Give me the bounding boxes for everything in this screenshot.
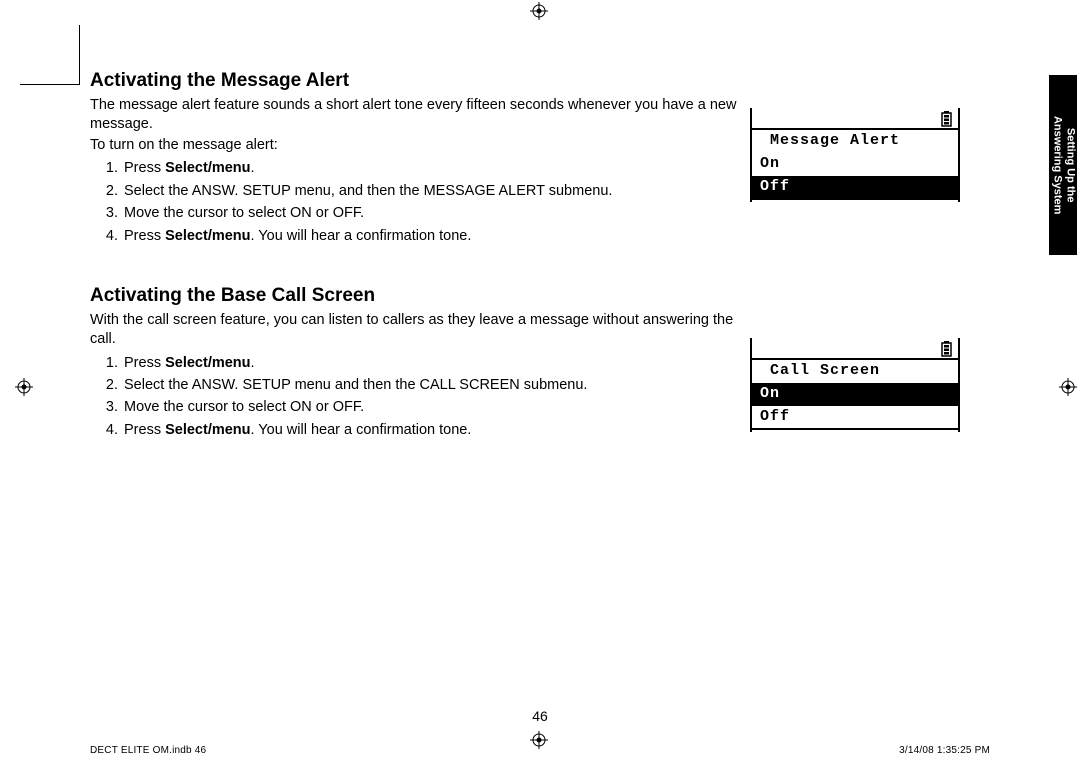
step-1-1: Press Select/menu. (122, 157, 750, 179)
lcd1-opt-on: On (752, 153, 958, 176)
section-tab: Setting Up the Answering System (1049, 75, 1077, 255)
lcd-call-screen: Call Screen On Off (750, 338, 960, 432)
registration-mark-left (15, 378, 33, 401)
lcd1-title: Message Alert (752, 130, 958, 153)
steps-2: Press Select/menu. Select the ANSW. SETU… (122, 352, 750, 442)
lcd1-status (752, 108, 958, 130)
lcd-message-alert: Message Alert On Off (750, 108, 960, 202)
footer-right: 3/14/08 1:35:25 PM (899, 745, 990, 756)
lcd2-opt-on: On (752, 383, 958, 406)
lcd1-end (752, 198, 958, 202)
battery-icon (941, 111, 952, 132)
step-1-4: Press Select/menu. You will hear a confi… (122, 225, 750, 247)
step-1-3: Move the cursor to select ON or OFF. (122, 202, 750, 224)
footer: DECT ELITE OM.indb 46 3/14/08 1:35:25 PM (90, 745, 990, 756)
intro-2: With the call screen feature, you can li… (90, 311, 750, 349)
tab-line2: Answering System (1051, 116, 1063, 214)
step-2-2: Select the ANSW. SETUP menu and then the… (122, 374, 750, 396)
heading-2: Activating the Base Call Screen (90, 285, 750, 307)
lcd1-opt-off: Off (752, 176, 958, 199)
lcd2-opt-off: Off (752, 406, 958, 429)
step-2-1: Press Select/menu. (122, 352, 750, 374)
lcd2-end (752, 428, 958, 432)
lcd2-status (752, 338, 958, 360)
crop-mark (20, 25, 80, 85)
intro-1b: To turn on the message alert: (90, 136, 750, 155)
steps-1: Press Select/menu. Select the ANSW. SETU… (122, 157, 750, 247)
section-call-screen: Activating the Base Call Screen With the… (90, 285, 750, 441)
registration-mark-top (530, 2, 548, 25)
footer-left: DECT ELITE OM.indb 46 (90, 745, 206, 756)
step-2-3: Move the cursor to select ON or OFF. (122, 396, 750, 418)
lcd2-title: Call Screen (752, 360, 958, 383)
intro-1a: The message alert feature sounds a short… (90, 96, 750, 134)
step-2-4: Press Select/menu. You will hear a confi… (122, 419, 750, 441)
page-number: 46 (0, 708, 1080, 724)
registration-mark-right (1059, 378, 1077, 401)
heading-1: Activating the Message Alert (90, 70, 750, 92)
battery-icon (941, 341, 952, 362)
tab-line1: Setting Up the (1064, 128, 1076, 203)
section-message-alert: Activating the Message Alert The message… (90, 70, 750, 247)
step-1-2: Select the ANSW. SETUP menu, and then th… (122, 180, 750, 202)
